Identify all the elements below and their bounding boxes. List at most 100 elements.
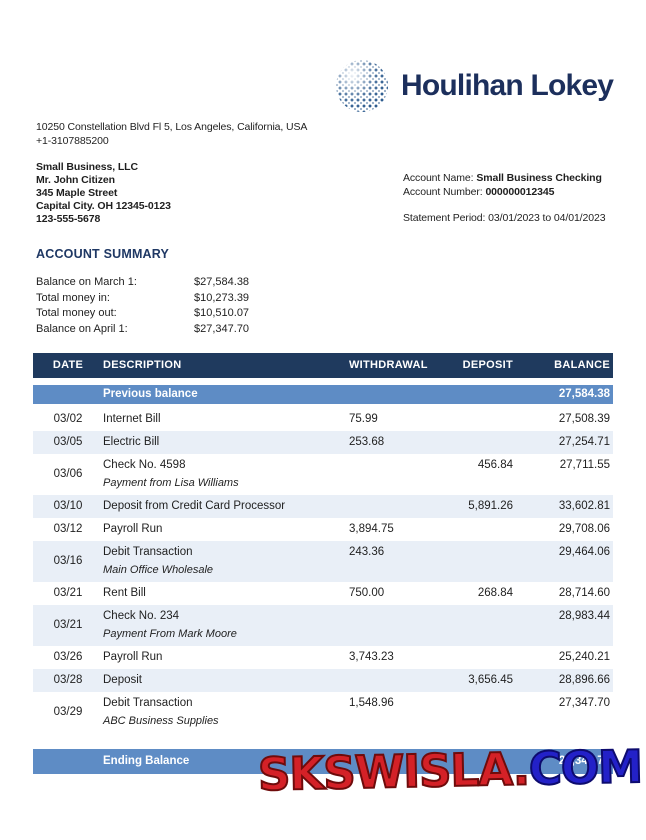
column-header-deposit: DEPOSIT [440, 353, 517, 379]
customer-address-block: Small Business, LLC Mr. John Citizen 345 M… [36, 161, 171, 226]
previous-balance-value: 27,584.38 [558, 387, 610, 400]
previous-balance-row: Previous balance 27,584.38 [33, 377, 613, 408]
transaction-withdrawal [348, 454, 440, 495]
transaction-date: 03/16 [53, 554, 83, 567]
transaction-description: Internet Bill [103, 412, 161, 425]
transaction-date: 03/10 [53, 499, 83, 512]
transaction-date: 03/21 [53, 586, 83, 599]
transaction-note: Payment From Mark Moore [103, 627, 237, 640]
transaction-description: Electric Bill [103, 435, 160, 448]
transaction-row: 03/16 Debit Transaction Main Office Whol… [33, 540, 613, 582]
transaction-balance: 27,711.55 [559, 458, 610, 471]
summary-value: $10,273.39 [194, 291, 250, 304]
column-header-date: DATE [33, 353, 103, 379]
summary-label: Balance on March 1: [36, 276, 137, 288]
account-number-value: 000000012345 [485, 186, 555, 198]
transaction-balance: 27,347.70 [558, 696, 610, 709]
transaction-description-cell: Check No. 234 Payment From Mark Moore [103, 605, 348, 646]
transaction-row: 03/10 Deposit from Credit Card Processor… [33, 494, 613, 518]
summary-row: Total money out: $10,510.07 [36, 306, 336, 322]
transaction-deposit: 5,891.26 [468, 499, 513, 512]
customer-line: Capital City. OH 12345-0123 [36, 200, 171, 212]
transaction-description-cell: Check No. 4598 Payment from Lisa William… [103, 454, 348, 495]
transaction-deposit: 268.84 [477, 586, 513, 599]
transaction-withdrawal [348, 495, 440, 518]
transaction-note: Payment from Lisa Williams [103, 476, 239, 489]
transactions-table-header: DATE DESCRIPTION WITHDRAWAL DEPOSIT BALA… [33, 353, 613, 379]
transaction-row: 03/06 Check No. 4598 Payment from Lisa W… [33, 454, 613, 495]
transaction-balance: 29,464.06 [558, 545, 610, 558]
transaction-withdrawal: 243.36 [349, 545, 385, 558]
transactions-body: 03/02 Internet Bill 75.99 27,508.39 03/0… [33, 408, 613, 733]
transaction-deposit: 456.84 [477, 458, 513, 471]
previous-balance-label: Previous balance [103, 387, 198, 400]
transaction-row: 03/29 Debit Transaction ABC Business Sup… [33, 692, 613, 733]
transaction-withdrawal [348, 605, 440, 646]
watermark-primary: SKSWISLA [256, 742, 514, 802]
transaction-date: 03/28 [53, 673, 83, 686]
watermark-dot: . [511, 741, 530, 796]
transaction-description: Debit Transaction [103, 545, 193, 558]
transactions-table: DATE DESCRIPTION WITHDRAWAL DEPOSIT BALA… [33, 353, 613, 778]
transaction-description-cell: Deposit [103, 669, 348, 692]
houlihan-lokey-globe-icon [336, 60, 388, 112]
transaction-description: Deposit [103, 673, 142, 686]
summary-value: $10,510.07 [194, 307, 250, 319]
account-summary-rows: Balance on March 1: $27,584.38 Total mon… [36, 275, 336, 337]
transaction-withdrawal: 1,548.96 [349, 696, 394, 709]
transaction-balance: 28,896.66 [558, 673, 610, 686]
transaction-description-cell: Payroll Run [103, 518, 348, 541]
watermark: SKSWISLA.COM [256, 739, 643, 802]
transaction-withdrawal: 253.68 [349, 435, 385, 448]
transaction-description-cell: Payroll Run [103, 646, 348, 669]
ending-balance-value: 27,347.70 [558, 754, 610, 767]
transaction-withdrawal: 750.00 [349, 586, 385, 599]
transaction-date: 03/02 [53, 412, 83, 425]
transaction-row: 03/12 Payroll Run 3,894.75 29,708.06 [33, 518, 613, 541]
customer-line: 345 Maple Street [36, 187, 118, 199]
account-name-value: Small Business Checking [476, 172, 602, 184]
transaction-description-cell: Electric Bill [103, 431, 348, 454]
transaction-description-cell: Internet Bill [103, 408, 348, 431]
transaction-row: 03/21 Rent Bill 750.00 268.84 28,714.60 [33, 582, 613, 605]
account-number-row: Account Number: 000000012345 [403, 185, 605, 199]
customer-line: Mr. John Citizen [36, 174, 115, 186]
customer-line: 123-555-5678 [36, 213, 101, 225]
bank-address-line: 10250 Constellation Blvd Fl 5, Los Angel… [36, 121, 308, 133]
transaction-description-cell: Debit Transaction ABC Business Supplies [103, 692, 348, 733]
transaction-description: Payroll Run [103, 650, 163, 663]
transaction-withdrawal: 3,894.75 [349, 522, 394, 535]
transaction-deposit: 3,656.45 [468, 673, 513, 686]
transaction-balance: 28,983.44 [558, 609, 610, 622]
bank-address-block: 10250 Constellation Blvd Fl 5, Los Angel… [36, 121, 307, 148]
transaction-date: 03/12 [53, 522, 83, 535]
transaction-withdrawal: 75.99 [349, 412, 378, 425]
transaction-description-cell: Rent Bill [103, 582, 348, 605]
transaction-date: 03/29 [53, 705, 83, 718]
transaction-row: 03/02 Internet Bill 75.99 27,508.39 [33, 408, 613, 431]
account-info-block: Account Name: Small Business Checking Ac… [403, 171, 606, 225]
transaction-description: Payroll Run [103, 522, 163, 535]
transaction-withdrawal: 3,743.23 [349, 650, 394, 663]
bank-logo: Houlihan Lokey [336, 60, 614, 112]
transaction-balance: 33,602.81 [558, 499, 610, 512]
transaction-note: Main Office Wholesale [103, 563, 214, 576]
transaction-deposit [440, 541, 517, 582]
bank-logo-text: Houlihan Lokey [401, 69, 614, 102]
summary-label: Balance on April 1: [36, 322, 128, 335]
transaction-description-cell: Debit Transaction Main Office Wholesale [103, 541, 348, 582]
transaction-balance: 27,254.71 [558, 435, 610, 448]
transaction-description-cell: Deposit from Credit Card Processor [103, 495, 348, 518]
table-spacer [33, 732, 613, 743]
transaction-deposit [440, 605, 517, 646]
transaction-date: 03/06 [53, 467, 83, 480]
transaction-date: 03/26 [53, 650, 83, 663]
account-summary-section: ACCOUNT SUMMARY Balance on March 1: $27,… [36, 247, 336, 337]
transaction-row: 03/05 Electric Bill 253.68 27,254.71 [33, 430, 613, 454]
summary-label: Total money in: [36, 291, 110, 304]
account-number-label: Account Number: [403, 186, 486, 198]
bank-phone: +1-3107885200 [36, 134, 109, 147]
transaction-balance: 25,240.21 [558, 650, 610, 663]
account-summary-title: ACCOUNT SUMMARY [36, 247, 170, 261]
